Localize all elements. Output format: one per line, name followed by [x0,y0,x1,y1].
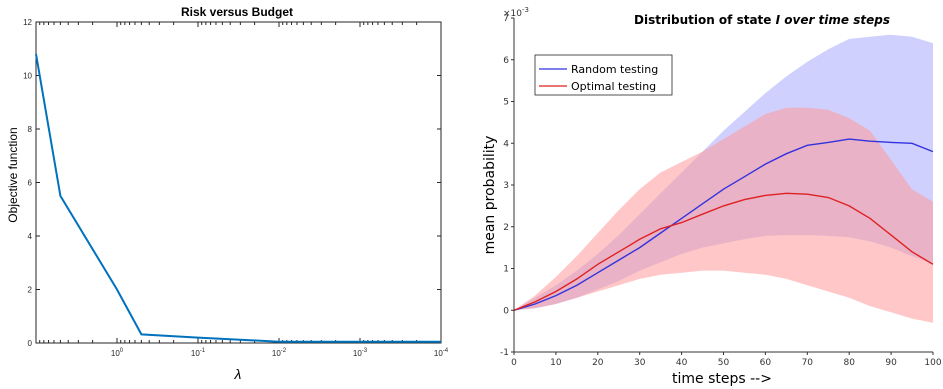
left-x-tick-label: 10-3 [353,348,368,358]
right-x-tick-label: 60 [760,358,772,368]
right-chart-title: Distribution of state I over time steps [634,13,890,27]
right-y-tick-label: 5 [503,98,509,108]
objective-function-line [35,53,441,343]
left-x-tick-label: 10-1 [191,348,206,358]
legend-box [534,54,673,96]
legend-label-optimal: Optimal testing [571,80,656,93]
left-y-tick-label: 0 [28,339,33,348]
left-x-tick-label: 10-4 [434,348,449,358]
right-y-tick-label: 0 [503,306,509,316]
left-y-tick-label: 12 [23,18,32,27]
random-testing-band [514,34,933,311]
risk-budget-chart: Risk versus Budget Objective function λ … [6,5,449,382]
random-testing-line [513,138,934,311]
left-y-tick-label: 10 [23,72,32,81]
right-x-tick-label: 30 [634,358,646,368]
right-y-multiplier-exp: -3 [522,6,529,14]
left-plot-area: 0 2 4 6 8 10 12 100 10-1 10-2 10-3 10-4 [23,18,449,358]
right-y-tick-label: 3 [503,181,509,191]
left-axes-box [35,21,442,344]
right-x-tick-label: 100 [924,358,941,368]
right-x-tick-label: 10 [550,358,562,368]
left-x-tick-label: 10-2 [272,348,287,358]
left-y-tick-label: 8 [28,125,33,134]
left-y-tick-label: 2 [28,286,33,295]
right-y-tick-label: -1 [500,348,509,358]
legend: Random testing Optimal testing [534,54,673,96]
left-chart-title: Risk versus Budget [181,5,293,19]
right-y-axis-label: mean probability [482,136,498,255]
right-x-tick-label: 40 [676,358,688,368]
right-y-tick-label: 2 [503,223,509,233]
right-y-multiplier-base: ×10 [503,9,522,19]
left-x-axis-label: λ [234,366,242,382]
right-x-tick-label: 70 [802,358,814,368]
left-y-axis-label: Objective function [6,127,20,222]
right-y-tick-label: 6 [503,56,509,66]
right-x-tick-label: 0 [511,358,517,368]
left-x-tick-label: 100 [111,348,124,358]
legend-label-random: Random testing [571,63,658,76]
right-x-tick-label: 90 [885,358,897,368]
left-y-tick-label: 6 [28,179,33,188]
right-y-multiplier: ×10-3 [503,6,529,19]
right-y-tick-label: 4 [503,139,509,149]
optimal-testing-band [514,107,933,323]
right-x-tick-label: 20 [592,358,604,368]
right-x-tick-label: 50 [718,358,730,368]
right-chart-title-plain: Distribution of state [634,13,776,27]
right-y-tick-label: 7 [503,14,509,24]
right-y-tick-label: 1 [503,265,509,275]
right-x-tick-label: 80 [843,358,855,368]
right-x-axis-label: time steps --> [672,371,772,387]
optimal-testing-line [513,192,934,311]
left-y-tick-label: 4 [28,232,33,241]
right-chart-title-italic: I over time steps [776,13,890,27]
